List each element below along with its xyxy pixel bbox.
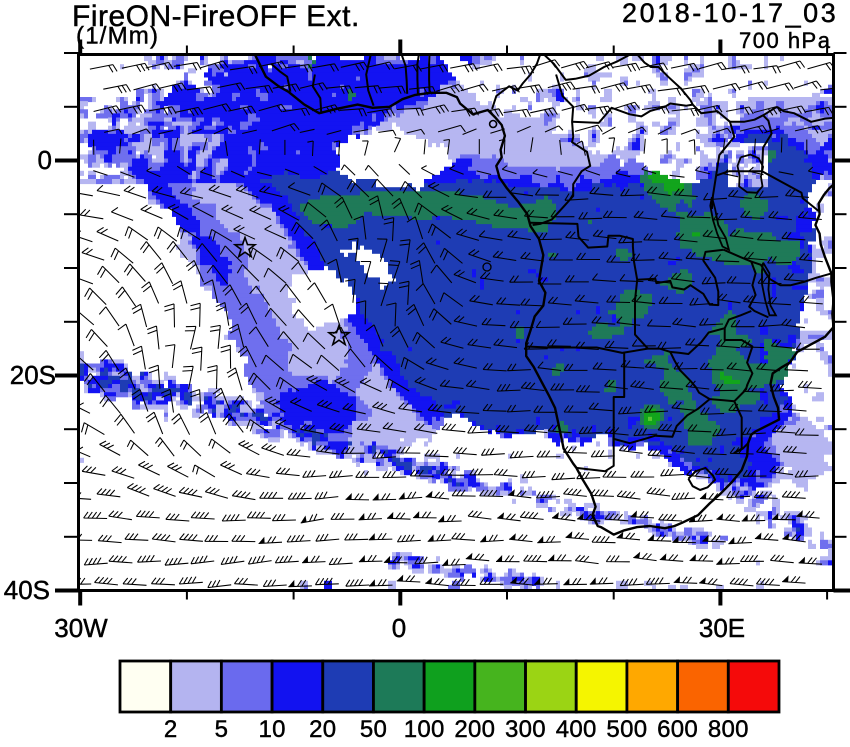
svg-text:800: 800 bbox=[708, 716, 749, 743]
svg-text:2: 2 bbox=[164, 716, 178, 743]
svg-text:50: 50 bbox=[360, 716, 387, 743]
svg-text:300: 300 bbox=[505, 716, 546, 743]
svg-text:FireON-FireOFF Ext.: FireON-FireOFF Ext. bbox=[72, 0, 360, 33]
svg-text:30W: 30W bbox=[54, 613, 108, 643]
svg-text:500: 500 bbox=[606, 716, 647, 743]
svg-text:0: 0 bbox=[38, 145, 52, 175]
svg-text:20S: 20S bbox=[10, 360, 56, 390]
svg-text:5: 5 bbox=[215, 716, 229, 743]
svg-text:0: 0 bbox=[392, 613, 406, 643]
svg-text:400: 400 bbox=[556, 716, 597, 743]
svg-text:600: 600 bbox=[657, 716, 698, 743]
svg-text:30E: 30E bbox=[699, 613, 745, 643]
svg-text:10: 10 bbox=[258, 716, 285, 743]
svg-text:(1/Mm): (1/Mm) bbox=[76, 23, 159, 50]
svg-text:20: 20 bbox=[309, 716, 336, 743]
svg-text:700 hPa: 700 hPa bbox=[739, 28, 831, 53]
svg-text:200: 200 bbox=[454, 716, 495, 743]
svg-text:100: 100 bbox=[404, 716, 445, 743]
svg-text:2018-10-17_03: 2018-10-17_03 bbox=[622, 0, 838, 28]
svg-text:40S: 40S bbox=[4, 575, 50, 605]
